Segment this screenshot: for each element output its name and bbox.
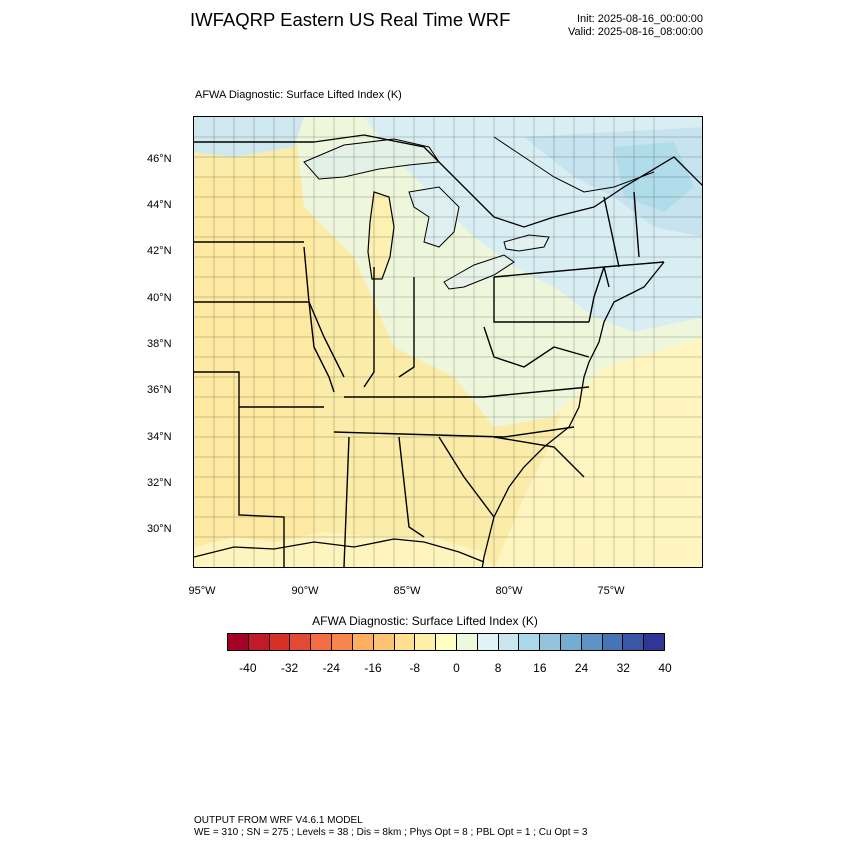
footer-model-version: OUTPUT FROM WRF V4.6.1 MODEL xyxy=(194,815,363,826)
footer-model-config: WE = 310 ; SN = 275 ; Levels = 38 ; Dis … xyxy=(194,827,588,838)
colorbar-label: 0 xyxy=(453,661,460,675)
colorbar-swatch xyxy=(352,634,374,650)
colorbar-swatch xyxy=(373,634,395,650)
lake-michigan xyxy=(367,191,395,280)
lat-tick-46: 46°N xyxy=(147,153,172,165)
valid-time: Valid: 2025-08-16_08:00:00 xyxy=(568,26,703,38)
atlantic-coastline xyxy=(481,261,665,567)
map-panel xyxy=(193,116,703,568)
model-footer: OUTPUT FROM WRF V4.6.1 MODEL WE = 310 ; … xyxy=(194,815,587,839)
lat-tick-36: 36°N xyxy=(147,384,172,396)
colorbar-swatch xyxy=(581,634,603,650)
colorbar-label: 24 xyxy=(574,661,589,675)
lat-tick-40: 40°N xyxy=(147,292,172,304)
colorbar-swatch xyxy=(311,634,333,650)
lon-tick-85w: 85°W xyxy=(393,585,421,597)
colorbar-label: 40 xyxy=(658,661,672,675)
lake-erie xyxy=(443,254,515,290)
lake-ontario xyxy=(503,234,550,252)
colorbar-swatch xyxy=(436,634,457,650)
colorbar-swatch xyxy=(269,634,291,650)
gulf-coastline xyxy=(194,538,485,563)
colorbar-swatch xyxy=(290,634,312,650)
lon-tick-95w: 95°W xyxy=(188,585,216,597)
colorbar-swatch xyxy=(415,634,437,650)
colorbar-label: -8 xyxy=(409,661,421,675)
lat-tick-34: 34°N xyxy=(147,431,172,443)
run-time-info: Init: 2025-08-16_00:00:00 Valid: 2025-08… xyxy=(568,13,703,39)
field-atlantic-ocean xyxy=(494,317,702,567)
colorbar-label: 8 xyxy=(494,661,502,675)
lat-tick-42: 42°N xyxy=(147,245,172,257)
colorbar-label: -32 xyxy=(280,661,299,675)
state-boundaries xyxy=(194,141,665,567)
colorbar-swatch xyxy=(477,634,499,650)
colorbar-swatch xyxy=(519,634,541,650)
colorbar-swatch xyxy=(540,634,561,650)
colorbar-swatch xyxy=(394,634,416,650)
colorbar-label: 32 xyxy=(616,661,630,675)
map-subtitle: AFWA Diagnostic: Surface Lifted Index (K… xyxy=(195,89,402,101)
lake-superior xyxy=(303,138,440,180)
colorbar-title: AFWA Diagnostic: Surface Lifted Index (K… xyxy=(312,614,538,628)
lon-tick-80w: 80°W xyxy=(495,585,523,597)
colorbar-label: 16 xyxy=(533,661,547,675)
lon-tick-75w: 75°W xyxy=(597,585,625,597)
colorbar-swatch xyxy=(456,634,478,650)
lon-tick-90w: 90°W xyxy=(291,585,319,597)
lat-tick-30: 30°N xyxy=(147,523,172,535)
lat-tick-38: 38°N xyxy=(147,338,172,350)
init-time: Init: 2025-08-16_00:00:00 xyxy=(577,13,703,25)
colorbar-swatch xyxy=(602,634,624,650)
colorbar-swatch xyxy=(561,634,582,650)
field-gulf xyxy=(194,532,493,567)
st-lawrence xyxy=(493,136,655,193)
colorbar-swatch xyxy=(498,634,520,650)
colorbar-swatch xyxy=(332,634,353,650)
colorbar-swatch xyxy=(644,634,665,650)
colorbar xyxy=(227,633,665,651)
colorbar-label: -40 xyxy=(239,661,257,675)
main-title: IWFAQRP Eastern US Real Time WRF xyxy=(190,9,511,30)
colorbar-label: -16 xyxy=(364,661,382,675)
lat-tick-44: 44°N xyxy=(147,199,172,211)
colorbar-swatch xyxy=(623,634,645,650)
colorbar-label: -24 xyxy=(322,661,340,675)
lifted-index-map xyxy=(194,117,702,567)
colorbar-swatch xyxy=(248,634,270,650)
lat-tick-32: 32°N xyxy=(147,477,172,489)
colorbar-swatch xyxy=(228,634,249,650)
